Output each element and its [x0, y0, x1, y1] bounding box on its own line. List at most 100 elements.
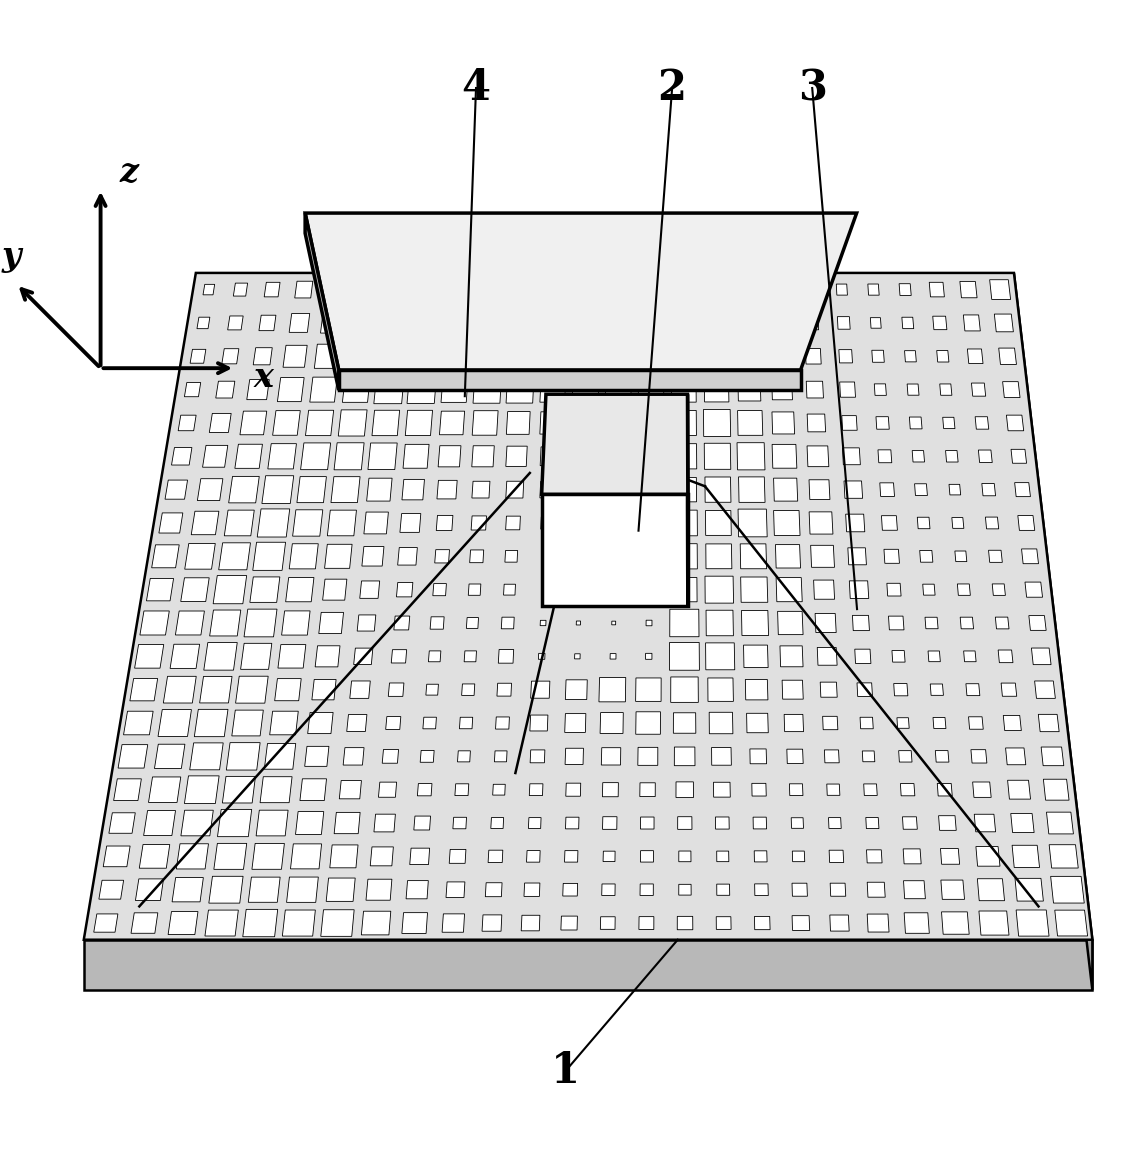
Polygon shape: [361, 547, 384, 566]
Polygon shape: [250, 577, 280, 602]
Polygon shape: [432, 584, 446, 596]
Polygon shape: [203, 445, 227, 467]
Polygon shape: [771, 346, 790, 366]
Polygon shape: [297, 477, 327, 503]
Polygon shape: [750, 749, 767, 764]
Polygon shape: [488, 851, 503, 862]
Polygon shape: [967, 349, 983, 364]
Polygon shape: [824, 750, 839, 763]
Polygon shape: [879, 482, 894, 496]
Polygon shape: [1038, 715, 1060, 732]
Polygon shape: [867, 849, 882, 863]
Polygon shape: [754, 851, 767, 862]
Polygon shape: [774, 478, 797, 501]
Polygon shape: [870, 318, 882, 328]
Polygon shape: [439, 411, 465, 435]
Polygon shape: [646, 620, 652, 626]
Polygon shape: [1013, 273, 1092, 990]
Polygon shape: [671, 443, 697, 468]
Polygon shape: [197, 479, 223, 501]
Polygon shape: [974, 814, 995, 832]
Polygon shape: [289, 313, 310, 333]
Polygon shape: [321, 313, 342, 333]
Polygon shape: [213, 576, 247, 604]
Polygon shape: [464, 650, 476, 662]
Polygon shape: [414, 816, 430, 830]
Polygon shape: [936, 750, 949, 762]
Polygon shape: [1001, 683, 1017, 696]
Polygon shape: [673, 279, 694, 300]
Polygon shape: [712, 747, 732, 765]
Polygon shape: [543, 554, 549, 559]
Polygon shape: [601, 884, 615, 895]
Polygon shape: [820, 683, 838, 698]
Polygon shape: [321, 909, 355, 937]
Polygon shape: [129, 678, 158, 701]
Polygon shape: [784, 715, 804, 732]
Polygon shape: [1003, 716, 1021, 731]
Polygon shape: [540, 620, 546, 626]
Polygon shape: [170, 645, 199, 669]
Polygon shape: [208, 876, 243, 904]
Polygon shape: [640, 310, 664, 336]
Polygon shape: [152, 544, 179, 567]
Polygon shape: [742, 610, 769, 635]
Polygon shape: [504, 550, 518, 562]
Polygon shape: [283, 345, 307, 367]
Polygon shape: [740, 544, 767, 569]
Polygon shape: [708, 678, 733, 701]
Polygon shape: [472, 445, 494, 467]
Polygon shape: [419, 279, 443, 300]
Polygon shape: [705, 577, 733, 603]
Polygon shape: [468, 584, 481, 595]
Polygon shape: [807, 414, 825, 432]
Polygon shape: [704, 344, 729, 368]
Polygon shape: [855, 649, 870, 663]
Polygon shape: [939, 816, 956, 830]
Polygon shape: [806, 381, 823, 398]
Polygon shape: [1025, 582, 1043, 597]
Polygon shape: [671, 510, 697, 536]
Polygon shape: [578, 588, 581, 592]
Polygon shape: [573, 481, 591, 498]
Polygon shape: [829, 817, 841, 829]
Polygon shape: [645, 654, 652, 660]
Polygon shape: [679, 884, 691, 895]
Polygon shape: [438, 445, 461, 467]
Polygon shape: [937, 351, 949, 363]
Polygon shape: [289, 543, 319, 569]
Polygon shape: [338, 410, 367, 436]
Polygon shape: [971, 749, 986, 763]
Polygon shape: [521, 915, 539, 931]
Polygon shape: [378, 343, 406, 369]
Polygon shape: [776, 544, 801, 567]
Polygon shape: [177, 844, 208, 869]
Polygon shape: [291, 844, 322, 869]
Polygon shape: [937, 784, 953, 796]
Polygon shape: [957, 584, 971, 595]
Polygon shape: [540, 343, 568, 369]
Polygon shape: [929, 282, 945, 297]
Polygon shape: [253, 348, 272, 365]
Polygon shape: [743, 645, 768, 668]
Polygon shape: [672, 344, 696, 368]
Polygon shape: [529, 784, 543, 795]
Polygon shape: [382, 749, 399, 763]
Polygon shape: [872, 350, 884, 363]
Polygon shape: [543, 311, 569, 336]
Polygon shape: [222, 777, 256, 803]
Polygon shape: [1044, 779, 1069, 800]
Polygon shape: [528, 817, 542, 829]
Polygon shape: [564, 851, 578, 862]
Polygon shape: [131, 913, 158, 933]
Polygon shape: [842, 448, 860, 465]
Polygon shape: [960, 617, 974, 628]
Polygon shape: [606, 376, 632, 403]
Polygon shape: [199, 677, 232, 703]
Polygon shape: [441, 376, 468, 403]
Polygon shape: [964, 651, 976, 662]
Polygon shape: [244, 609, 277, 637]
Polygon shape: [876, 417, 890, 429]
Polygon shape: [671, 578, 697, 602]
Polygon shape: [908, 384, 919, 395]
